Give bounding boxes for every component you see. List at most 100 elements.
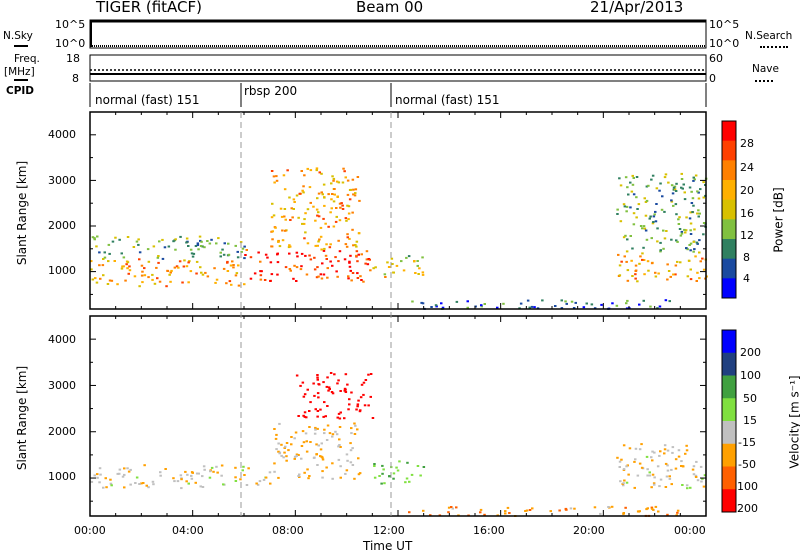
power-cell bbox=[196, 242, 200, 245]
power-cell bbox=[157, 261, 160, 264]
velocity-cell bbox=[290, 443, 293, 446]
cpid-segment-label: normal (fast) 151 bbox=[95, 93, 200, 107]
power-cell bbox=[321, 193, 324, 196]
power-cell bbox=[140, 264, 144, 267]
power-cell bbox=[199, 239, 202, 242]
velocity-cell bbox=[665, 475, 669, 478]
velocity-cell bbox=[357, 473, 361, 476]
velocity-cell bbox=[666, 513, 669, 516]
power-cell bbox=[654, 275, 658, 278]
power-cell bbox=[648, 217, 651, 220]
velocity-cell bbox=[328, 388, 331, 390]
power-cell bbox=[697, 215, 700, 218]
velocity-cell bbox=[670, 468, 673, 471]
velocity-cell bbox=[362, 381, 366, 384]
velocity-cell bbox=[640, 466, 644, 469]
velocity-cell bbox=[664, 462, 668, 465]
power-cell bbox=[288, 244, 291, 247]
power-cell bbox=[638, 303, 641, 306]
velocity-cell bbox=[329, 372, 333, 374]
power-cell bbox=[195, 272, 198, 275]
power-cell bbox=[283, 188, 287, 191]
power-cell bbox=[143, 274, 147, 277]
velocity-cell bbox=[277, 476, 280, 479]
velocity-cell bbox=[607, 506, 610, 508]
power-cell bbox=[234, 274, 238, 277]
velocity-cell bbox=[650, 507, 654, 510]
power-cell bbox=[421, 273, 425, 276]
power-cell bbox=[295, 194, 299, 197]
nsearch-tick-bottom: 10^0 bbox=[709, 37, 740, 50]
velocity-cell bbox=[410, 473, 414, 476]
power-cell bbox=[317, 275, 320, 278]
velocity-cell bbox=[625, 465, 628, 468]
power-cell bbox=[326, 267, 329, 270]
power-cell bbox=[121, 265, 124, 268]
velocity-cell bbox=[222, 483, 225, 486]
velocity-ytick: 3000 bbox=[48, 379, 76, 392]
velocity-cell bbox=[357, 457, 360, 460]
velocity-cell bbox=[295, 453, 299, 456]
velocity-cell bbox=[187, 482, 190, 485]
velocity-cell bbox=[528, 509, 532, 511]
velocity-cell bbox=[293, 455, 297, 458]
power-cell bbox=[344, 243, 348, 246]
power-cell bbox=[384, 276, 387, 278]
power-colorbar bbox=[721, 120, 737, 299]
velocity-cell bbox=[653, 476, 656, 479]
power-cell bbox=[629, 206, 632, 209]
power-cell bbox=[334, 220, 338, 223]
power-cell bbox=[672, 204, 675, 207]
power-cell bbox=[655, 187, 659, 190]
power-cell bbox=[395, 264, 399, 267]
velocity-cell bbox=[378, 475, 381, 477]
power-cell bbox=[330, 182, 333, 185]
velocity-cell bbox=[318, 383, 321, 386]
velocity-cell bbox=[558, 509, 561, 512]
power-cell bbox=[658, 189, 661, 192]
power-cell bbox=[137, 243, 140, 246]
velocity-cell bbox=[303, 471, 306, 474]
power-cell bbox=[107, 243, 111, 246]
velocity-cell bbox=[121, 475, 125, 478]
power-cell bbox=[282, 174, 286, 177]
velocity-cell bbox=[654, 505, 658, 508]
velocity-cell bbox=[134, 482, 137, 484]
velocity-cell bbox=[256, 483, 260, 486]
velocity-cell bbox=[408, 480, 411, 483]
power-cell bbox=[352, 244, 355, 247]
power-cell bbox=[283, 208, 287, 210]
power-cell bbox=[611, 302, 614, 305]
velocity-cell bbox=[305, 450, 309, 453]
power-cell bbox=[624, 176, 628, 179]
velocity-cell bbox=[531, 507, 534, 510]
power-cbar-tick: 8 bbox=[743, 251, 750, 264]
velocity-cell bbox=[316, 378, 319, 381]
power-cell bbox=[276, 273, 279, 276]
power-cell bbox=[683, 228, 686, 231]
power-cell bbox=[348, 198, 352, 201]
velocity-cell bbox=[663, 444, 667, 447]
velocity-cell bbox=[234, 476, 237, 479]
power-cell bbox=[343, 258, 347, 261]
power-cell bbox=[679, 261, 682, 264]
power-cell bbox=[227, 242, 230, 245]
power-cell bbox=[672, 273, 675, 276]
power-cell bbox=[430, 306, 433, 308]
power-cell bbox=[140, 274, 144, 277]
velocity-cell bbox=[682, 465, 685, 468]
power-cell bbox=[386, 261, 389, 264]
velocity-cell bbox=[381, 472, 384, 475]
power-cell bbox=[564, 300, 567, 303]
power-cell bbox=[122, 256, 126, 259]
velocity-cell bbox=[350, 427, 353, 430]
power-cell bbox=[90, 268, 93, 271]
velocity-cell bbox=[694, 476, 698, 478]
velocity-cell bbox=[90, 480, 94, 483]
power-cell bbox=[337, 239, 340, 242]
velocity-cell bbox=[109, 482, 113, 485]
velocity-cell bbox=[126, 467, 129, 470]
power-cell bbox=[679, 234, 683, 237]
power-cell bbox=[626, 186, 629, 189]
power-cell bbox=[161, 257, 165, 260]
